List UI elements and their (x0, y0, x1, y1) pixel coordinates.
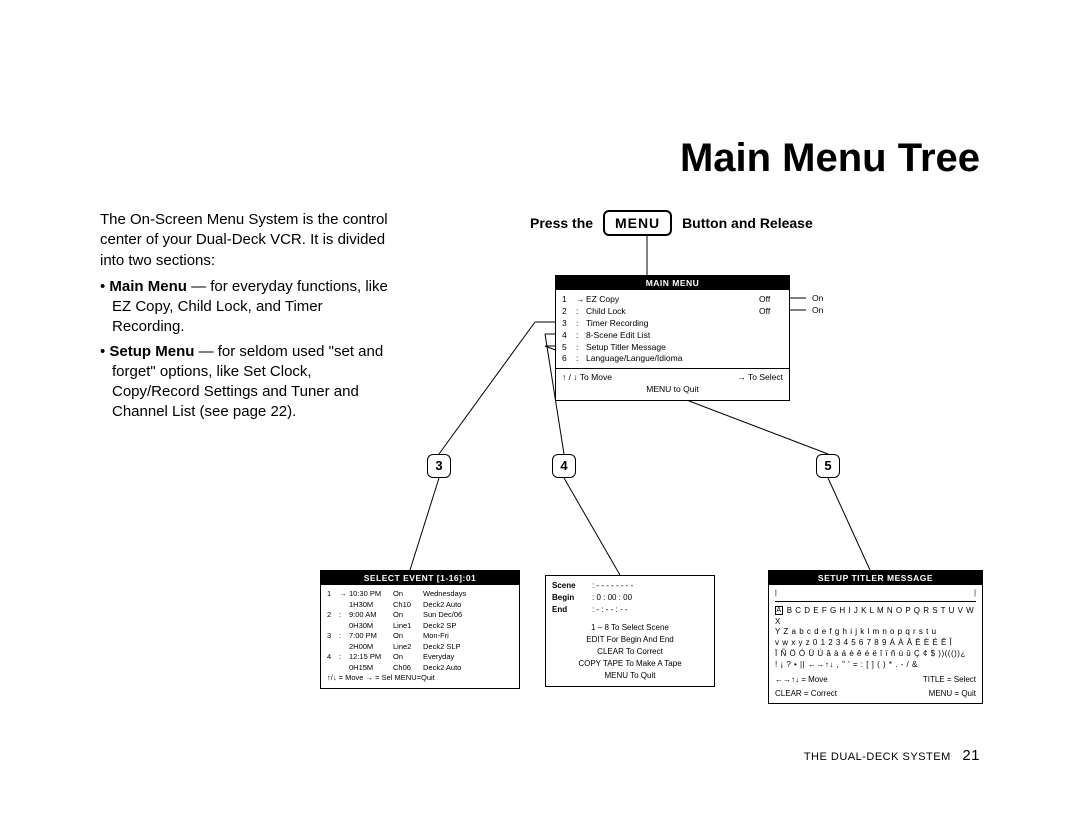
main-menu-item: 2:Child LockOff (562, 306, 783, 318)
select-event-row: 0H30MLine1Deck2 SP (327, 621, 513, 632)
press-instruction: Press the MENU Button and Release (530, 210, 813, 236)
main-menu-footer-quit: MENU to Quit (562, 384, 783, 396)
select-event-row: 3:7:00 PMOnMon-Fri (327, 631, 513, 642)
menu-button-label: MENU (603, 210, 672, 236)
titler-foot-move: ←→↑↓ = Move (775, 674, 828, 685)
titler-line5: ! ¡ ? • || ←→↑↓ , " ' = : [ ] ( ) * . - … (775, 660, 976, 671)
cursor-char: A (775, 606, 783, 615)
bullet-label: Setup Menu (109, 343, 194, 360)
scene-help-2: EDIT For Begin And End (552, 634, 708, 646)
scene-line: Scene: - - - - - - - - (552, 580, 708, 592)
select-event-header: SELECT EVENT [1-16]:01 (321, 571, 519, 585)
intro-text: The On-Screen Menu System is the control… (100, 210, 390, 427)
ruler-left: | (775, 589, 777, 599)
footer-label: THE DUAL-DECK SYSTEM (804, 751, 951, 763)
select-event-row: 1H30MCh10Deck2 Auto (327, 600, 513, 611)
badge-4: 4 (552, 454, 576, 478)
select-event-row: 1→10:30 PMOnWednesdays (327, 589, 513, 600)
badge-3: 3 (427, 454, 451, 478)
main-menu-item: 3:Timer Recording (562, 318, 783, 330)
intro-bullet-main-menu: • Main Menu — for everyday functions, li… (100, 277, 390, 338)
titler-header: SETUP TITLER MESSAGE (769, 571, 982, 585)
scene-help-1: 1 – 8 To Select Scene (552, 622, 708, 634)
on-label-ezcopy: On (812, 293, 823, 303)
intro-bullet-setup-menu: • Setup Menu — for seldom used "set and … (100, 342, 390, 423)
main-menu-box: MAIN MENU 1→EZ CopyOff2:Child LockOff3:T… (555, 275, 790, 401)
titler-line2: Y Z a b c d e f g h i j k l m n o p q r … (775, 627, 976, 638)
main-menu-item: 6:Language/Langue/Idioma (562, 353, 783, 365)
main-menu-header: MAIN MENU (556, 276, 789, 290)
main-menu-item: 4:8-Scene Edit List (562, 330, 783, 342)
main-menu-item: 1→EZ CopyOff (562, 294, 783, 306)
badge-5: 5 (816, 454, 840, 478)
press-after: Button and Release (682, 215, 813, 231)
scene-edit-box: Scene: - - - - - - - - Begin: 0 : 00 : 0… (545, 575, 715, 687)
ruler-right: | (974, 589, 976, 599)
select-event-row: 2H00MLine2Deck2 SLP (327, 642, 513, 653)
select-event-box: SELECT EVENT [1-16]:01 1→10:30 PMOnWedne… (320, 570, 520, 689)
select-event-footer: ↑/↓ = Move → = Sel MENU=Quit (327, 673, 513, 684)
select-event-row: 4:12:15 PMOnEveryday (327, 652, 513, 663)
titler-chars: A B C D E F G H I J K L M N O P Q R S T … (775, 606, 976, 671)
titler-foot-select: TITLE = Select (923, 674, 976, 685)
scene-end: End: - : - - : - - (552, 604, 708, 616)
scene-help-4: COPY TAPE To Make A Tape (552, 658, 708, 670)
titler-box: SETUP TITLER MESSAGE | | A B C D E F G H … (768, 570, 983, 704)
on-label-childlock: On (812, 305, 823, 315)
scene-help-3: CLEAR To Correct (552, 646, 708, 658)
press-before: Press the (530, 215, 593, 231)
intro-paragraph: The On-Screen Menu System is the control… (100, 210, 390, 271)
bullet-label: Main Menu (109, 278, 187, 295)
titler-foot-quit: MENU = Quit (929, 688, 976, 699)
titler-foot-clear: CLEAR = Correct (775, 688, 837, 699)
page-footer: THE DUAL-DECK SYSTEM 21 (804, 747, 980, 764)
titler-line3: v w x y z 0 1 2 3 4 5 6 7 8 9 Á À Â Ë È … (775, 638, 976, 649)
select-event-row: 2:9:00 AMOnSun Dec/06 (327, 610, 513, 621)
page-title: Main Menu Tree (680, 136, 980, 181)
main-menu-footer-select: → To Select (737, 372, 783, 384)
main-menu-item: 5:Setup Titler Message (562, 342, 783, 354)
scene-begin: Begin: 0 : 00 : 00 (552, 592, 708, 604)
select-event-row: 0H15MCh06Deck2 Auto (327, 663, 513, 674)
footer-page-number: 21 (962, 747, 980, 764)
scene-help-5: MENU To Quit (552, 670, 708, 682)
main-menu-footer-move: ↑ / ↓ To Move (562, 372, 737, 384)
titler-line4: Ï Ñ Ö Ó Ü Ú â à á è ê é ë î ï ñ ù û Ç ¢ … (775, 649, 976, 660)
titler-line1: B C D E F G H I J K L M N O P Q R S T U … (775, 606, 974, 626)
